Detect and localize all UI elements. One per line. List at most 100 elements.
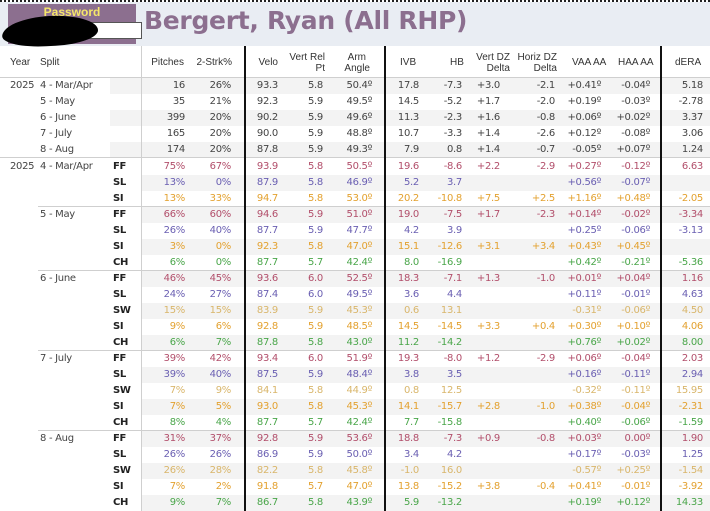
vdz-cell: [465, 415, 500, 431]
pitch-row: SI 7% 2% 91.8 5.7 47.0º 13.8 -15.2 +3.8 -0.4 +0.41…: [0, 479, 710, 495]
pitch-type-cell: SL: [113, 289, 126, 300]
pitch-row: SI 9% 6% 92.8 5.9 48.5º 14.5 -14.5 +3.3 +0.4 +0.30…: [0, 319, 710, 335]
row-stripe: [142, 431, 710, 447]
vrp-cell: 5.9: [307, 96, 323, 107]
dera-cell: -3.34: [678, 209, 704, 220]
pitches-cell: 399: [166, 112, 185, 123]
vrp-cell: 5.9: [307, 321, 323, 332]
hdz-cell: -2.6: [536, 128, 556, 139]
pitch-type-cell: FF: [113, 209, 127, 220]
dera-cell: [661, 175, 703, 191]
vdz-cell: [465, 175, 500, 191]
pitch-row: SL 13% 0% 87.9 5.8 46.9º 5.2 3.7 +0.56º -0.07º: [0, 175, 710, 191]
ivb-cell: 18.8: [397, 433, 419, 444]
velo-cell: 87.7: [256, 225, 278, 236]
vdz-cell: [465, 367, 500, 383]
dera-cell: 4.06: [681, 321, 703, 332]
hdz-cell: +3.4: [531, 241, 555, 252]
haa-cell: -0.08º: [621, 128, 650, 139]
pitch-row: SW 26% 28% 82.2 5.8 45.8º -1.0 16.0 -0.57º +0.25º…: [0, 463, 710, 479]
pitch-type-cell: SL: [113, 177, 126, 188]
hdz-cell: [505, 447, 555, 463]
two-strk-cell: 42%: [209, 353, 232, 364]
hb-cell: 4.4: [446, 289, 462, 300]
vrp-cell: 6.0: [307, 353, 323, 364]
ivb-cell: 13.8: [397, 481, 419, 492]
vdz-cell: +1.4: [476, 144, 500, 155]
col-header-split: Split: [40, 57, 60, 68]
pitch-type-cell: SL: [113, 449, 126, 460]
hdz-cell: -2.9: [536, 353, 556, 364]
haa-cell: -0.01º: [621, 289, 650, 300]
haa-cell: +0.45º: [616, 241, 650, 252]
hb-cell: 12.5: [440, 385, 462, 396]
arm-cell: 50.0º: [346, 449, 373, 460]
dera-cell: 4.63: [681, 289, 703, 300]
dera-cell: -1.54: [678, 465, 704, 476]
hb-cell: -7.3: [443, 433, 463, 444]
col-header-vert-rel-line1: Vert Rel: [289, 51, 325, 63]
split-cell: 5 - May: [40, 209, 75, 220]
hb-cell: -15.8: [437, 417, 463, 428]
vrp-cell: 5.9: [307, 305, 323, 316]
pitches-cell: 174: [166, 144, 185, 155]
vaa-cell: +0.42º: [567, 257, 601, 268]
haa-cell: -0.06º: [621, 305, 650, 316]
hb-cell: 3.9: [446, 225, 462, 236]
pitch-type-cell: SI: [113, 193, 124, 204]
pitch-row: SL 26% 26% 86.9 5.9 50.0º 3.4 4.2 +0.17º -0.03º 1.…: [0, 447, 710, 463]
hdz-cell: +2.5: [531, 193, 555, 204]
pitches-cell: 13%: [163, 193, 186, 204]
hdz-cell: -0.4: [536, 481, 556, 492]
two-strk-cell: 27%: [209, 289, 232, 300]
vrp-cell: 5.8: [307, 465, 323, 476]
velo-cell: 94.6: [256, 209, 278, 220]
vdz-cell: [465, 463, 500, 479]
vrp-cell: 5.8: [307, 80, 323, 91]
vaa-cell: +0.25º: [567, 225, 601, 236]
vdz-cell: +7.5: [476, 193, 500, 204]
pitch-type-cell: SL: [113, 369, 126, 380]
pitch-row: 8 - Aug FF 31% 37% 92.8 5.9 53.6º 18.8 -7.3 +0.9 -…: [0, 431, 710, 447]
arm-cell: 45.3º: [346, 401, 373, 412]
dera-cell: 2.94: [681, 369, 703, 380]
vaa-cell: +0.11º: [567, 289, 601, 300]
hb-cell: -8.6: [443, 161, 463, 172]
ivb-cell: -1.0: [400, 465, 420, 476]
velo-cell: 90.0: [256, 128, 278, 139]
arm-cell: 50.5º: [346, 161, 373, 172]
velo-cell: 87.7: [256, 257, 278, 268]
pitches-cell: 9%: [169, 497, 186, 508]
two-strk-cell: 0%: [215, 177, 232, 188]
hb-cell: 0.8: [446, 144, 462, 155]
pitch-type-cell: SW: [113, 465, 131, 476]
two-strk-cell: 37%: [209, 433, 232, 444]
vaa-cell: +0.06º: [567, 353, 601, 364]
arm-cell: 47.0º: [346, 481, 373, 492]
top-dotted-border: [0, 0, 710, 2]
haa-cell: -0.01º: [621, 481, 650, 492]
pitch-row: SW 15% 15% 83.9 5.9 45.3º 0.6 13.1 -0.31º -0.06º 4…: [0, 303, 710, 319]
two-strk-cell: 0%: [215, 257, 232, 268]
pitch-type-cell: FF: [113, 353, 127, 364]
velo-cell: 82.2: [256, 465, 278, 476]
vrp-cell: 5.8: [307, 177, 323, 188]
hb-cell: -14.2: [437, 337, 463, 348]
vdz-cell: [465, 383, 500, 399]
hdz-cell: -1.0: [536, 401, 556, 412]
vrp-cell: 6.0: [307, 273, 323, 284]
vdz-cell: +2.8: [476, 401, 500, 412]
haa-cell: -0.11º: [621, 369, 650, 380]
arm-cell: 49.6º: [346, 112, 373, 123]
hdz-cell: [505, 335, 555, 351]
pitch-type-cell: SL: [113, 225, 126, 236]
vdz-cell: +3.1: [476, 241, 500, 252]
col-header-arm-line1: Arm: [347, 51, 366, 63]
two-strk-cell: 4%: [215, 417, 232, 428]
two-strk-cell: 7%: [215, 497, 232, 508]
ivb-cell: 4.2: [403, 225, 419, 236]
vrp-cell: 5.9: [307, 433, 323, 444]
ivb-cell: 0.6: [403, 305, 419, 316]
haa-cell: +0.02º: [616, 337, 650, 348]
haa-cell: -0.21º: [621, 257, 650, 268]
